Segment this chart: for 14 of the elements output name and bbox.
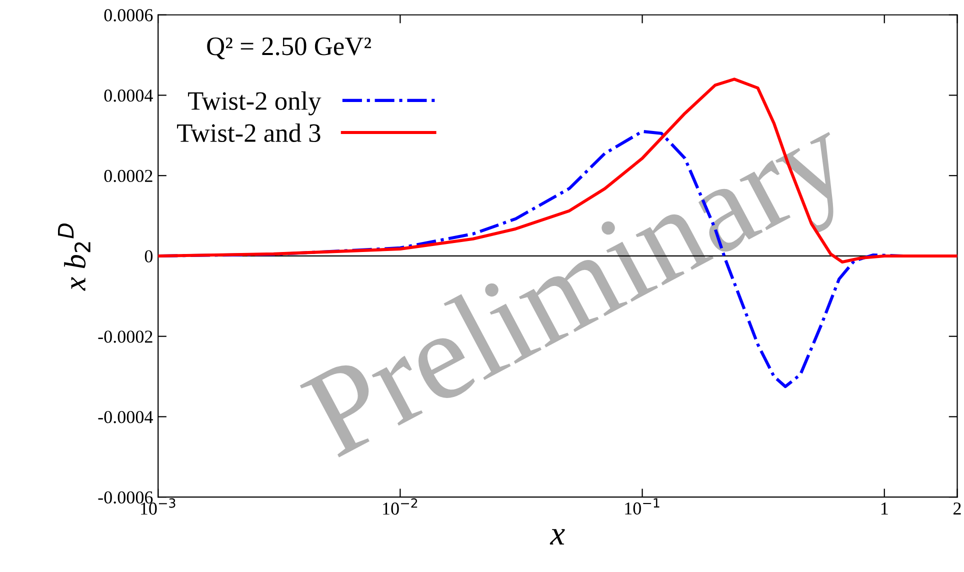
y-axis-title: x b$_{2}$$^{D}$ <box>58 224 90 291</box>
y-tick-label: 0.0002 <box>104 170 152 182</box>
y-tick-label: 0.0006 <box>104 9 153 22</box>
x-tick-label: 10$^{−1}$ <box>625 498 660 515</box>
x-tick-label: 1 <box>881 502 888 514</box>
x-axis-title: x <box>550 529 565 544</box>
y-tick-label: -0.0004 <box>98 410 153 424</box>
legend-label: Twist-2 only <box>188 91 322 116</box>
annotation: Q² = 2.50 GeV² <box>207 37 371 60</box>
y-tick-label: 0.0004 <box>104 89 153 102</box>
x-tick-label: 10$^{−2}$ <box>383 498 418 515</box>
y-tick-label: -0.0002 <box>98 330 152 343</box>
y-tick-label: 0 <box>144 250 153 262</box>
x-tick-label: 2 <box>954 502 961 514</box>
